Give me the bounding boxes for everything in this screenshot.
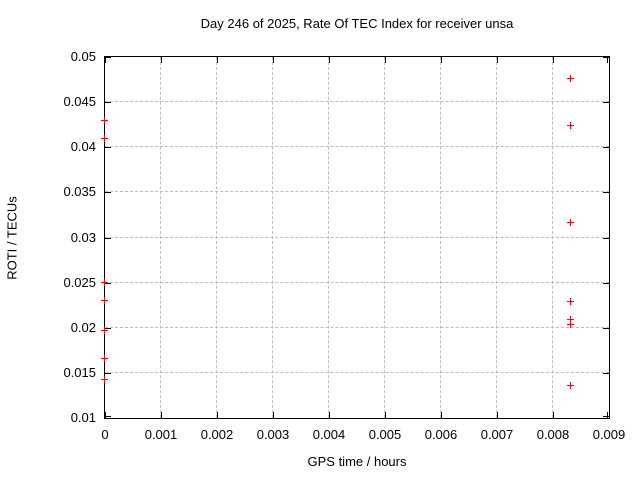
x-tick-label: 0 bbox=[101, 427, 109, 442]
x-tick bbox=[385, 412, 386, 418]
y-tick bbox=[603, 416, 609, 417]
x-tick bbox=[273, 57, 274, 63]
y-tick-label: 0.015 bbox=[63, 364, 96, 380]
data-point-marker bbox=[101, 117, 108, 125]
data-point-marker bbox=[567, 297, 575, 305]
data-point-marker bbox=[101, 296, 108, 304]
y-tick bbox=[105, 57, 111, 58]
x-gridline bbox=[216, 57, 217, 418]
data-point-marker bbox=[567, 219, 575, 227]
x-tick-label: 0.005 bbox=[368, 427, 402, 442]
data-point-marker bbox=[101, 135, 108, 143]
x-gridline bbox=[384, 57, 385, 418]
x-tick-label: 0.008 bbox=[536, 427, 570, 442]
x-tick bbox=[607, 57, 608, 63]
y-tick bbox=[105, 372, 111, 374]
x-tick bbox=[441, 57, 442, 63]
y-tick bbox=[603, 57, 609, 58]
y-tick-label: 0.03 bbox=[70, 229, 96, 245]
y-tick bbox=[105, 237, 111, 239]
y-tick bbox=[105, 192, 111, 194]
x-tick-label: 0.009 bbox=[592, 427, 626, 442]
y-tick bbox=[603, 372, 609, 374]
x-tick bbox=[553, 412, 554, 418]
data-point-marker bbox=[567, 321, 575, 329]
x-tick-label: 0.003 bbox=[256, 427, 290, 442]
y-tick bbox=[105, 327, 111, 329]
x-tick bbox=[497, 57, 498, 63]
data-point-marker bbox=[101, 355, 108, 363]
x-tick-label: 0.001 bbox=[144, 427, 178, 442]
y-gridline bbox=[105, 146, 609, 148]
x-tick bbox=[497, 412, 498, 418]
x-tick-label: 0.006 bbox=[424, 427, 458, 442]
x-tick-label: 0.004 bbox=[312, 427, 346, 442]
x-gridline bbox=[496, 57, 497, 418]
y-tick bbox=[603, 147, 609, 149]
data-point-marker bbox=[101, 278, 108, 286]
y-gridline bbox=[105, 371, 609, 373]
data-point-marker bbox=[567, 121, 575, 129]
x-tick bbox=[553, 57, 554, 63]
data-point-marker bbox=[567, 315, 575, 323]
y-tick bbox=[603, 237, 609, 239]
x-tick bbox=[607, 412, 608, 418]
y-tick-label: 0.045 bbox=[63, 94, 96, 110]
y-tick-label: 0.05 bbox=[70, 49, 96, 64]
y-tick bbox=[603, 327, 609, 329]
y-tick-label: 0.04 bbox=[70, 139, 96, 155]
y-gridline bbox=[105, 101, 609, 103]
data-point-marker bbox=[101, 327, 108, 335]
x-tick-label: 0.007 bbox=[480, 427, 514, 442]
y-tick-label: 0.035 bbox=[63, 184, 96, 200]
x-tick bbox=[217, 412, 218, 418]
y-tick-label: 0.02 bbox=[70, 319, 96, 335]
y-gridline bbox=[105, 281, 609, 283]
y-gridline bbox=[105, 236, 609, 238]
y-tick bbox=[105, 282, 111, 284]
x-tick bbox=[161, 412, 162, 418]
x-gridline bbox=[328, 57, 329, 418]
x-tick-label: 0.002 bbox=[200, 427, 234, 442]
y-gridline bbox=[105, 326, 609, 328]
y-tick bbox=[603, 192, 609, 194]
data-point-marker bbox=[567, 382, 575, 390]
x-tick bbox=[217, 57, 218, 63]
plot-area bbox=[101, 56, 610, 419]
data-point-marker bbox=[567, 74, 575, 82]
x-tick bbox=[329, 412, 330, 418]
y-tick bbox=[603, 102, 609, 104]
y-tick bbox=[105, 416, 111, 417]
x-tick bbox=[385, 57, 386, 63]
y-tick-label: 0.025 bbox=[63, 274, 96, 290]
chart-title: Day 246 of 2025, Rate Of TEC Index for r… bbox=[200, 16, 514, 31]
x-tick bbox=[329, 57, 330, 63]
x-gridline bbox=[552, 57, 553, 418]
x-tick bbox=[161, 57, 162, 63]
x-tick bbox=[105, 57, 106, 63]
x-axis-label: GPS time / hours bbox=[307, 454, 407, 469]
x-gridline bbox=[272, 57, 273, 418]
y-tick bbox=[105, 102, 111, 104]
y-gridline bbox=[105, 191, 609, 193]
x-tick bbox=[105, 412, 106, 418]
y-tick-label: 0.01 bbox=[70, 410, 96, 425]
x-gridline bbox=[440, 57, 441, 418]
x-gridline bbox=[160, 57, 161, 418]
y-tick bbox=[603, 282, 609, 284]
x-tick bbox=[441, 412, 442, 418]
y-tick bbox=[105, 147, 111, 149]
data-point-marker bbox=[101, 376, 108, 384]
x-tick bbox=[273, 412, 274, 418]
